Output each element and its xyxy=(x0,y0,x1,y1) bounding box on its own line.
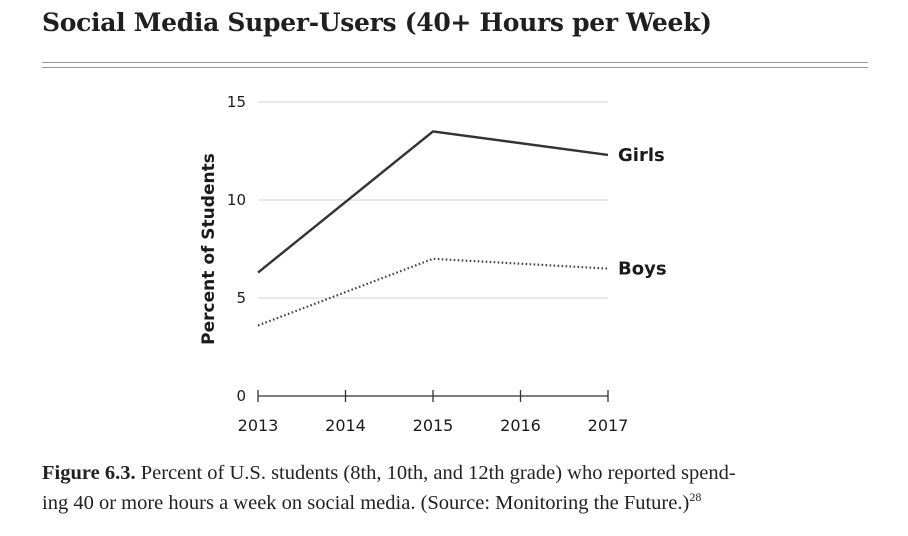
series-line-girls xyxy=(257,130,609,274)
title-divider-bottom xyxy=(42,67,868,68)
series-line-boys xyxy=(257,257,609,327)
y-tick-label: 15 xyxy=(227,93,246,111)
y-axis-label: Percent of Students xyxy=(199,153,219,345)
y-tick-label: 5 xyxy=(236,289,246,307)
line-chart: 0 5 10 15 2013 2014 2015 2016 2017 Girls Boys Pe… xyxy=(199,93,667,435)
figure-caption: Figure 6.3. Percent of U.S. students (8t… xyxy=(42,458,872,518)
y-tick-label: 0 xyxy=(236,387,246,405)
gridlines xyxy=(258,101,608,299)
x-tick-label: 2016 xyxy=(500,416,541,435)
page-title: Social Media Super-Users (40+ Hours per … xyxy=(42,8,712,37)
caption-figure-label: Figure 6.3. xyxy=(42,462,136,484)
series-label-girls: Girls xyxy=(618,145,665,166)
x-tick-label: 2015 xyxy=(413,416,454,435)
x-tick-label: 2014 xyxy=(325,416,366,435)
series-label-boys: Boys xyxy=(618,259,667,280)
x-tick-labels: 2013 2014 2015 2016 2017 xyxy=(238,416,629,435)
caption-text-line1: Percent of U.S. students (8th, 10th, and… xyxy=(135,462,736,484)
x-axis xyxy=(257,390,609,402)
y-tick-labels: 0 5 10 15 xyxy=(227,93,246,405)
x-tick-label: 2013 xyxy=(238,416,279,435)
series-labels: Girls Boys xyxy=(618,145,667,280)
caption-text-line2: ing 40 or more hours a week on social me… xyxy=(42,492,690,514)
title-divider-top xyxy=(42,62,868,63)
x-tick-label: 2017 xyxy=(588,416,629,435)
caption-footnote-marker: 28 xyxy=(689,490,702,504)
y-tick-label: 10 xyxy=(227,191,246,209)
series-lines xyxy=(257,130,609,327)
